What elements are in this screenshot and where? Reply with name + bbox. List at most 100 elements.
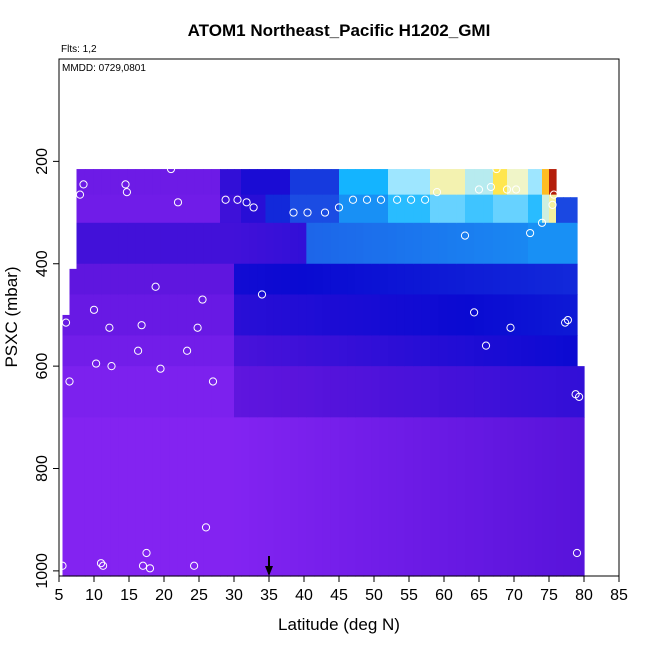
heatmap-cell xyxy=(152,194,162,224)
heatmap-cell xyxy=(93,335,103,367)
heatmap-cells xyxy=(62,169,585,577)
heatmap-cell xyxy=(535,417,543,577)
heatmap-cell xyxy=(203,263,213,296)
heatmap-cell xyxy=(396,417,406,577)
heatmap-cell xyxy=(135,263,145,296)
heatmap-cell xyxy=(160,417,170,577)
heatmap-cell xyxy=(160,335,170,367)
heatmap-cell xyxy=(447,263,457,296)
heatmap-cell xyxy=(447,169,457,196)
heatmap-cell xyxy=(127,417,137,577)
heatmap-cell xyxy=(447,335,457,367)
heatmap-cell xyxy=(273,263,283,296)
heatmap-cell xyxy=(500,263,508,296)
heatmap-cell xyxy=(84,366,94,418)
data-point xyxy=(145,564,155,573)
heatmap-cell xyxy=(135,417,145,577)
heatmap-cell xyxy=(507,335,515,367)
heatmap-cell xyxy=(388,169,397,196)
heatmap-cell xyxy=(549,366,557,418)
heatmap-cell xyxy=(69,294,78,337)
heatmap-cell xyxy=(62,314,71,337)
heatmap-cell xyxy=(281,222,291,265)
heatmap-cell xyxy=(528,294,536,337)
heatmap-cell xyxy=(521,263,529,296)
heatmap-cell xyxy=(127,222,137,265)
heatmap-cell xyxy=(355,417,365,577)
heatmap-cell xyxy=(298,366,307,418)
heatmap-cell xyxy=(306,417,316,577)
data-point xyxy=(549,190,559,199)
heatmap-cell xyxy=(413,222,423,265)
heatmap-cell xyxy=(535,335,543,367)
heatmap-cell xyxy=(314,294,324,337)
heatmap-cell xyxy=(396,169,406,196)
heatmap-cell xyxy=(227,194,235,224)
heatmap-cell xyxy=(194,169,204,196)
heatmap-cell xyxy=(69,417,78,577)
heatmap-cell xyxy=(404,294,414,337)
heatmap-cell xyxy=(556,263,564,296)
data-point xyxy=(99,561,108,570)
heatmap-cell xyxy=(465,263,475,296)
heatmap-cell xyxy=(220,366,228,418)
data-point xyxy=(572,548,582,558)
heatmap-cell xyxy=(249,366,258,418)
heatmap-cell xyxy=(347,417,356,577)
heatmap-cell xyxy=(413,335,423,367)
heatmap-cell xyxy=(249,263,258,296)
heatmap-cell xyxy=(241,335,250,367)
heatmap-cell xyxy=(227,294,235,337)
x-tick-label: 60 xyxy=(435,587,453,604)
heatmap-cell xyxy=(396,194,406,224)
heatmap-cell xyxy=(203,417,213,577)
heatmap-cell xyxy=(211,263,221,296)
heatmap-cell xyxy=(438,263,449,296)
heatmap-cell xyxy=(430,263,440,296)
data-point xyxy=(75,190,85,199)
heatmap-cell xyxy=(152,169,162,196)
heatmap-cell xyxy=(371,263,381,296)
heatmap-cell xyxy=(265,263,275,296)
heatmap-cell xyxy=(211,194,221,224)
heatmap-cell xyxy=(371,366,381,418)
heatmap-cell xyxy=(290,263,299,296)
heatmap-cell xyxy=(127,366,137,418)
heatmap-cell xyxy=(438,194,449,224)
heatmap-cell xyxy=(347,294,356,337)
heatmap-cell xyxy=(241,194,250,224)
heatmap-cell xyxy=(514,263,522,296)
heatmap-cell xyxy=(265,169,275,196)
heatmap-cell xyxy=(135,194,145,224)
data-point xyxy=(190,561,199,570)
data-point xyxy=(460,231,470,240)
heatmap-cell xyxy=(528,222,536,265)
heatmap-cell xyxy=(322,417,332,577)
heatmap-cell xyxy=(135,169,145,196)
heatmap-cell xyxy=(273,335,283,367)
heatmap-cell xyxy=(84,294,94,337)
heatmap-cell xyxy=(69,366,78,418)
heatmap-cell xyxy=(152,222,162,265)
heatmap-cell xyxy=(69,335,78,367)
heatmap-cell xyxy=(211,169,221,196)
heatmap-cell xyxy=(194,294,204,337)
data-point xyxy=(563,315,573,325)
heatmap-cell xyxy=(186,294,196,337)
data-point xyxy=(61,318,71,327)
data-point xyxy=(219,157,228,166)
heatmap-cell xyxy=(290,169,299,196)
heatmap-cell xyxy=(528,169,536,196)
x-tick-label: 85 xyxy=(610,587,628,604)
heatmap-cell xyxy=(563,197,571,224)
heatmap-cell xyxy=(273,222,283,265)
heatmap-cell xyxy=(388,417,397,577)
heatmap-cell xyxy=(273,169,283,196)
heatmap-cell xyxy=(347,366,356,418)
heatmap-cell xyxy=(388,222,397,265)
heatmap-cell xyxy=(438,366,449,418)
heatmap-cell xyxy=(306,294,316,337)
heatmap-cell xyxy=(465,194,475,224)
heatmap-cell xyxy=(186,194,196,224)
data-point xyxy=(289,208,298,217)
